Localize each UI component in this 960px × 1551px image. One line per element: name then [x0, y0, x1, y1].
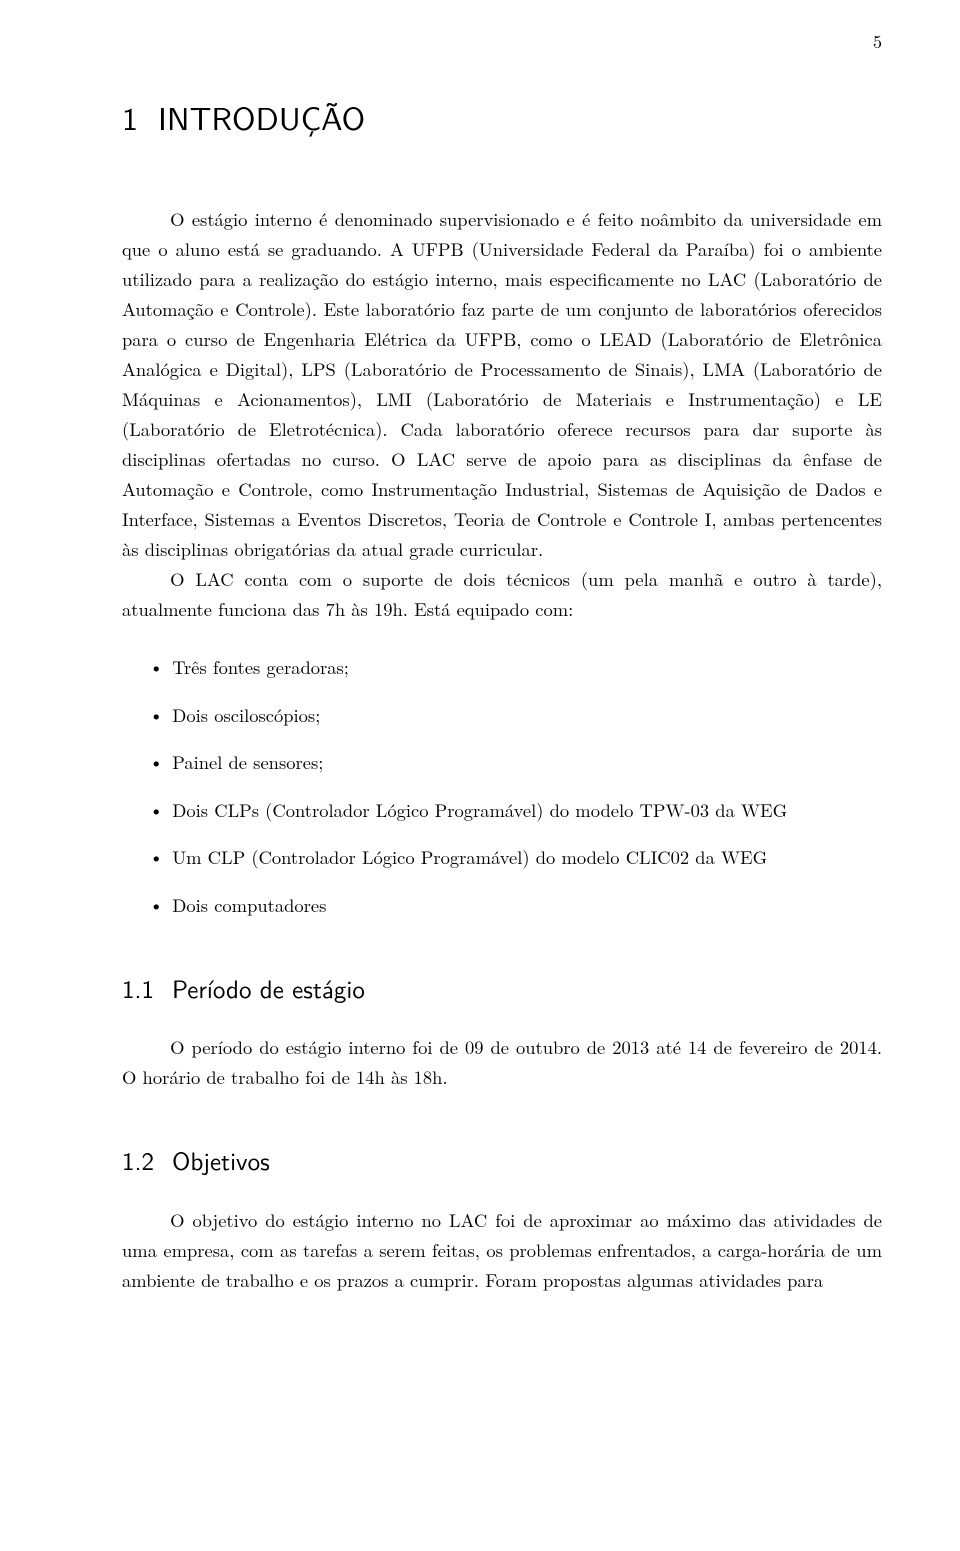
- subsection-title-text: Período de estágio: [172, 969, 365, 1006]
- list-item: Dois CLPs (Controlador Lógico Programáve…: [156, 796, 882, 826]
- list-item: Dois osciloscópios;: [156, 701, 882, 731]
- section-number: 1: [122, 93, 138, 140]
- section-title-text: INTRODUÇÃO: [158, 93, 365, 140]
- subsection-number: 1.1: [122, 969, 154, 1006]
- page-number: 5: [122, 28, 882, 56]
- subsection-heading: 1.2 Objetivos: [122, 1141, 882, 1180]
- subsection-paragraph: O objetivo do estágio interno no LAC foi…: [122, 1206, 882, 1296]
- intro-paragraph-2: O LAC conta com o suporte de dois técnic…: [122, 565, 882, 625]
- list-item: Um CLP (Controlador Lógico Programável) …: [156, 843, 882, 873]
- subsection-heading: 1.1 Período de estágio: [122, 969, 882, 1008]
- section-heading: 1 INTRODUÇÃO: [122, 92, 882, 142]
- subsection-paragraph: O período do estágio interno foi de 09 d…: [122, 1033, 882, 1093]
- equipment-list: Três fontes geradoras; Dois osciloscópio…: [122, 653, 882, 921]
- list-item: Painel de sensores;: [156, 748, 882, 778]
- intro-paragraph-1: O estágio interno é denominado supervisi…: [122, 205, 882, 565]
- list-item: Dois computadores: [156, 891, 882, 921]
- subsection-number: 1.2: [122, 1141, 154, 1178]
- list-item: Três fontes geradoras;: [156, 653, 882, 683]
- subsection-title-text: Objetivos: [172, 1141, 270, 1178]
